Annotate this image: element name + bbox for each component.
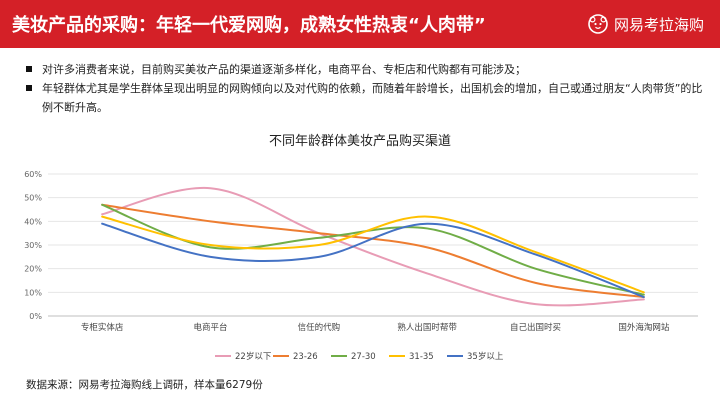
y-tick-label: 30% <box>24 241 42 250</box>
series-line-27-30 <box>101 203 645 296</box>
legend-label: 23-26 <box>293 352 318 362</box>
legend-label: 22岁以下 <box>235 351 272 362</box>
data-source-note: 数据来源：网易考拉海购线上调研，样本量6279份 <box>26 379 263 391</box>
bullet-text: 年轻群体尤其是学生群体呈现出明显的网购倾向以及对代购的依赖，而随着年龄增长，出国… <box>42 82 703 114</box>
series-line-31-35 <box>101 215 645 294</box>
koala-logo-icon <box>588 14 608 34</box>
brand-logo: 网易考拉海购 <box>588 12 704 36</box>
bullet-square-icon <box>26 85 32 91</box>
series-line-35岁以上 <box>101 222 645 299</box>
y-axis: 0% 10% 20% 30% 40% 50% 60% <box>24 170 42 321</box>
chart-legend: 22岁以下 23-26 27-30 31-35 35岁以上 <box>215 351 504 362</box>
brand-name: 网易考拉海购 <box>613 15 704 34</box>
legend-label: 31-35 <box>409 352 434 362</box>
legend-label: 35岁以上 <box>467 351 504 362</box>
y-tick-label: 0% <box>29 312 42 321</box>
page-title: 美妆产品的采购：年轻一代爱网购，成熟女性热衷“人肉带” <box>12 15 486 36</box>
x-tick-label: 信任的代购 <box>298 322 341 333</box>
y-tick-label: 50% <box>24 194 42 203</box>
x-tick-label: 国外海淘网站 <box>618 322 670 333</box>
y-tick-label: 40% <box>24 217 42 226</box>
bullet-list: 对许多消费者来说，目前购买美妆产品的渠道逐渐多样化，电商平台、专柜店和代购都有可… <box>24 60 704 117</box>
line-chart: 不同年龄群体美妆产品购买渠道 0% 10% 20% 30% 40% 50% 60% 专柜实体… <box>24 133 698 362</box>
bullet-item: 年轻群体尤其是学生群体呈现出明显的网购倾向以及对代购的依赖，而随着年龄增长，出国… <box>24 79 704 117</box>
header-bar: 美妆产品的采购：年轻一代爱网购，成熟女性热衷“人肉带” 网易考拉海购 <box>0 0 720 48</box>
bullet-item: 对许多消费者来说，目前购买美妆产品的渠道逐渐多样化，电商平台、专柜店和代购都有可… <box>24 60 704 79</box>
legend-label: 27-30 <box>351 352 376 362</box>
chart-series <box>101 186 645 307</box>
x-axis: 专柜实体店 电商平台 信任的代购 熟人出国时帮带 自己出国时买 国外海淘网站 <box>81 322 670 333</box>
x-tick-label: 电商平台 <box>193 322 227 333</box>
y-tick-label: 20% <box>24 265 42 274</box>
y-tick-label: 60% <box>24 170 42 179</box>
bullet-text: 对许多消费者来说，目前购买美妆产品的渠道逐渐多样化，电商平台、专柜店和代购都有可… <box>42 63 526 76</box>
chart-gridlines <box>48 173 698 317</box>
x-tick-label: 专柜实体店 <box>81 322 124 333</box>
x-tick-label: 熟人出国时帮带 <box>397 322 457 333</box>
x-tick-label: 自己出国时买 <box>510 322 561 333</box>
bullet-square-icon <box>26 66 32 72</box>
series-line-22岁以下 <box>101 186 645 307</box>
chart-title: 不同年龄群体美妆产品购买渠道 <box>269 133 451 149</box>
y-tick-label: 10% <box>24 288 42 297</box>
